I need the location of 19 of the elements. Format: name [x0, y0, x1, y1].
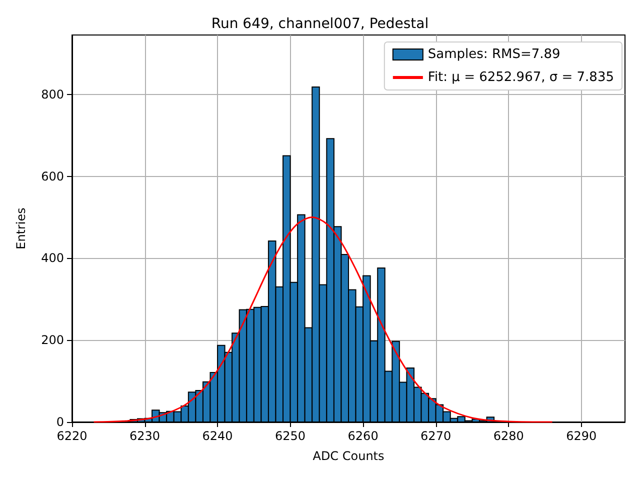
y-tick-label: 600: [41, 169, 64, 184]
x-tick-label: 6220: [56, 429, 88, 443]
legend-label: Fit: μ = 6252.967, σ = 7.835: [428, 70, 614, 85]
x-tick-label: 6290: [566, 429, 597, 443]
y-tick-label: 0: [56, 415, 64, 429]
legend-label: Samples: RMS=7.89: [428, 47, 560, 62]
x-tick-label: 6240: [202, 429, 233, 443]
y-tick-label: 400: [41, 251, 64, 266]
chart-title: Run 649, channel007, Pedestal: [211, 16, 429, 32]
line-series: [93, 216, 553, 423]
x-tick-label: 6230: [129, 429, 160, 443]
x-axis-title: ADC Counts: [312, 449, 384, 463]
y-tick-label: 800: [41, 87, 64, 102]
x-tick-label: 6280: [493, 429, 524, 443]
x-tick-label: 6260: [348, 429, 378, 443]
y-axis-title: Entries: [14, 208, 28, 250]
x-tick-label: 6250: [275, 429, 306, 443]
y-tick-label: 200: [41, 333, 64, 348]
x-tick-label: 6270: [420, 429, 452, 443]
